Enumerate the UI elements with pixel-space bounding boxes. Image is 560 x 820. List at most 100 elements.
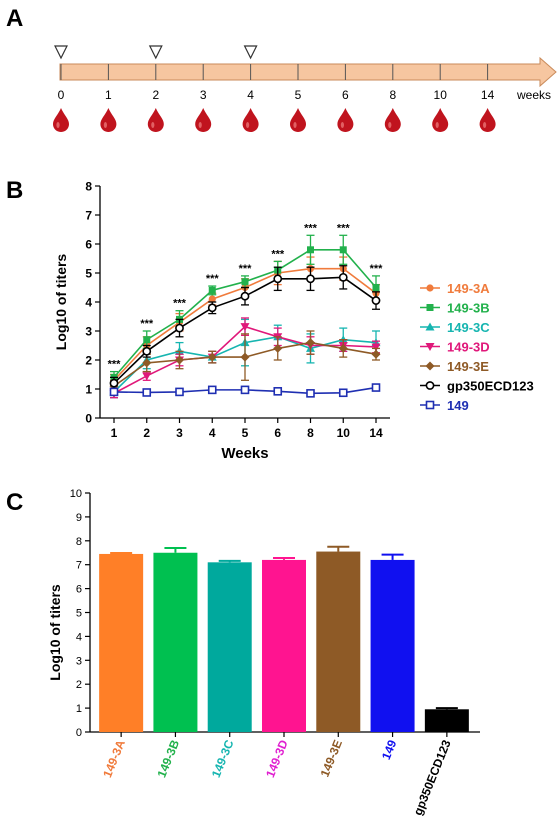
bar-group: 149-3D xyxy=(262,557,306,780)
line-chart-axes: 0 1 2 3 4 5 6 7 8 1 2 3 4 5 6 8 10 14 xyxy=(85,180,390,440)
data-point xyxy=(175,387,184,397)
significance-marks: *** *** *** *** *** *** *** *** *** xyxy=(108,222,384,370)
bar-y-tick-label: 2 xyxy=(76,679,82,691)
legend-label: 149-3C xyxy=(447,320,490,335)
data-point xyxy=(371,349,381,359)
panel-c-label: C xyxy=(6,489,23,516)
bar xyxy=(207,562,252,732)
bar xyxy=(370,559,415,732)
data-point xyxy=(338,272,348,282)
data-point xyxy=(240,291,250,301)
bar-y-tick-label: 10 xyxy=(70,488,82,500)
legend-label: 149-3A xyxy=(447,281,490,296)
blood-drop-highlight xyxy=(56,122,60,128)
blood-drop-highlight xyxy=(435,122,439,128)
blood-drop-icon xyxy=(384,108,401,132)
timeline-panel: 0 1 2 3 4 5 6 8 10 14 weeks xyxy=(53,45,557,132)
data-point xyxy=(273,387,283,396)
y-tick-label: 6 xyxy=(85,238,92,252)
bar-y-tick-label: 8 xyxy=(76,536,82,548)
bar-y-tick-label: 6 xyxy=(76,584,82,596)
bar xyxy=(316,551,361,732)
blood-drop-icon xyxy=(337,108,354,132)
x-tick-label: 3 xyxy=(176,426,183,440)
y-tick-label: 4 xyxy=(85,296,92,310)
y-tick-label: 2 xyxy=(85,354,92,368)
legend-swatch-marker xyxy=(426,284,434,292)
legend-label: 149-3E xyxy=(447,359,489,374)
data-point xyxy=(273,274,283,284)
data-point xyxy=(371,383,381,392)
x-tick-label: 4 xyxy=(209,426,216,440)
y-tick-label: 3 xyxy=(85,325,92,339)
data-point xyxy=(207,303,217,313)
panel-b-label: B xyxy=(6,177,23,204)
data-point xyxy=(338,388,348,398)
significance-label: *** xyxy=(239,263,253,275)
legend-swatch-marker xyxy=(425,343,435,351)
blood-drop-icon xyxy=(100,108,117,132)
x-tick-label: 1 xyxy=(111,426,118,440)
blood-drop-highlight xyxy=(293,122,297,128)
data-point xyxy=(371,343,381,352)
blood-drop-highlight xyxy=(483,122,487,128)
legend-entry: 149-3B xyxy=(420,301,490,316)
legend-label: gp350ECD123 xyxy=(447,379,534,394)
legend-swatch-marker xyxy=(425,361,435,371)
data-point xyxy=(273,343,283,353)
bar-category-label: 149-3C xyxy=(209,738,237,780)
bar-group: gp350ECD123 xyxy=(411,707,469,818)
bar-y-tick-label: 9 xyxy=(76,512,82,524)
data-point xyxy=(142,346,152,356)
data-point xyxy=(142,358,152,368)
blood-drop-highlight xyxy=(340,122,344,128)
legend-entry: 149-3A xyxy=(420,281,490,296)
legend-entry: 149-3E xyxy=(420,359,489,374)
blood-drop-highlight xyxy=(103,122,107,128)
line-chart-series xyxy=(109,234,381,399)
bar-group: 149-3A xyxy=(99,551,144,780)
blood-drop-highlight xyxy=(246,122,250,128)
timeline-tick-label: 3 xyxy=(200,88,207,102)
data-point xyxy=(240,352,250,362)
blood-drop-highlight xyxy=(388,122,392,128)
data-point xyxy=(240,323,250,332)
bar xyxy=(262,559,306,732)
data-point xyxy=(307,246,314,254)
blood-drop-icon xyxy=(242,108,259,132)
data-point xyxy=(142,388,152,397)
legend-entry: gp350ECD123 xyxy=(420,379,534,394)
legend-swatch-marker xyxy=(425,381,435,390)
bar-category-label: 149 xyxy=(379,738,400,762)
blood-drop-icon xyxy=(195,108,212,132)
injection-triangle-icon xyxy=(243,45,258,60)
data-point xyxy=(306,389,315,398)
data-point xyxy=(208,286,216,294)
blood-drop-highlight xyxy=(198,122,202,128)
timeline-tick-label: 10 xyxy=(434,88,448,102)
bar xyxy=(99,553,144,732)
bar-group: 149-3C xyxy=(207,559,252,780)
bar-category-label: 149-3D xyxy=(263,738,291,780)
data-point xyxy=(306,338,315,348)
data-point xyxy=(142,372,152,381)
data-point xyxy=(175,355,184,365)
y-tick-label: 0 xyxy=(85,412,92,426)
legend-entry: 149-3D xyxy=(420,340,490,355)
timeline-tick-label: 0 xyxy=(58,88,65,102)
y-tick-label: 7 xyxy=(85,209,92,223)
x-axis-label: Weeks xyxy=(221,445,268,462)
y-tick-label: 5 xyxy=(85,267,92,281)
data-point xyxy=(207,352,217,362)
blood-drop-icon xyxy=(432,108,449,132)
timeline-tick-label: 6 xyxy=(342,88,349,102)
legend-label: 149 xyxy=(447,398,469,413)
legend-swatch-marker xyxy=(425,400,435,410)
x-tick-label: 10 xyxy=(337,426,351,440)
data-point xyxy=(207,385,217,395)
bar-category-label: gp350ECD123 xyxy=(411,738,454,818)
significance-label: *** xyxy=(173,298,187,310)
data-point xyxy=(338,343,348,353)
